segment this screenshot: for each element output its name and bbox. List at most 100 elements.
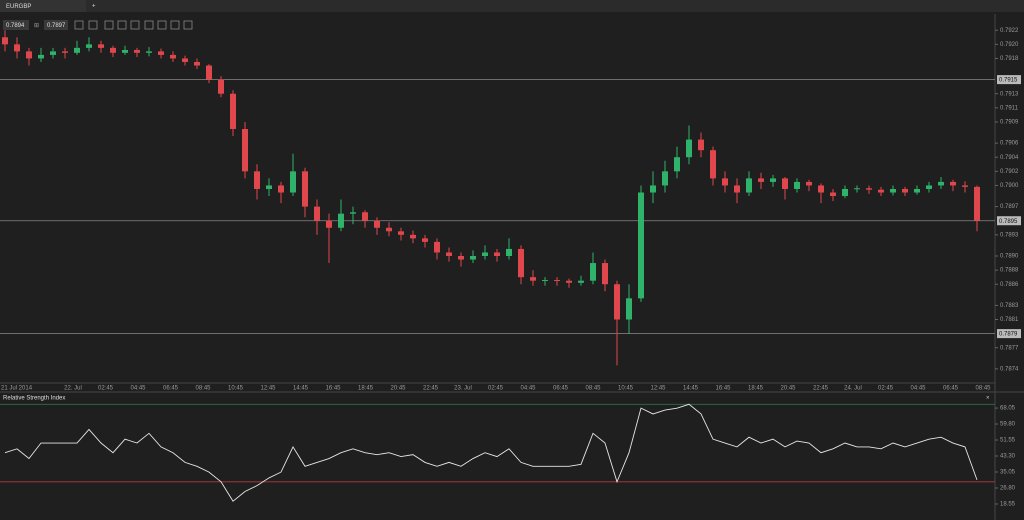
candle-body <box>38 54 44 59</box>
y-tick-label: 0.7897 <box>1000 204 1019 210</box>
x-tick-label: 14:45 <box>683 386 699 392</box>
x-tick-label: 02:45 <box>878 386 894 392</box>
candle-body <box>74 47 80 53</box>
x-tick-label: 22:45 <box>813 386 829 392</box>
x-tick-label: 21 Jul 2014 <box>1 386 33 392</box>
x-tick-label: 23. Jul <box>454 386 472 392</box>
tool-zoom-out[interactable] <box>88 20 98 30</box>
tab-label[interactable]: EURGBP <box>6 4 31 10</box>
candle-body <box>818 185 824 193</box>
y-tick-label: 0.7900 <box>1000 183 1019 189</box>
candle-body <box>710 150 716 179</box>
candle-body <box>590 263 596 281</box>
ask-box[interactable] <box>44 20 68 30</box>
candle-body <box>650 185 656 193</box>
x-tick-label: 06:45 <box>553 386 569 392</box>
tool-trend[interactable] <box>183 20 193 30</box>
candle-body <box>866 188 872 190</box>
x-tick-label: 14:45 <box>293 386 309 392</box>
tool-indicators[interactable] <box>130 20 140 30</box>
level-label: 0.7895 <box>999 219 1018 225</box>
x-tick-label: 16:45 <box>325 386 341 392</box>
candle-body <box>134 49 140 53</box>
tool-type[interactable] <box>117 20 127 30</box>
x-tick-label: 04:45 <box>910 386 926 392</box>
tool-fullscreen[interactable] <box>157 20 167 30</box>
candle-body <box>50 51 56 55</box>
y-tick-label: 51.55 <box>1000 438 1016 444</box>
rsi-line <box>4 403 978 502</box>
candle-body <box>62 51 68 53</box>
candle-body <box>110 47 116 53</box>
candle-body <box>674 157 680 172</box>
candle-body <box>554 279 560 281</box>
close-pane[interactable]: × <box>986 396 990 402</box>
candle-body <box>686 139 692 158</box>
bid-box[interactable] <box>3 20 29 30</box>
y-tick-label: 0.7883 <box>1000 303 1019 309</box>
tab[interactable] <box>0 0 86 12</box>
y-tick-label: 0.7886 <box>1000 282 1019 288</box>
y-tick-label: 0.7918 <box>1000 56 1019 62</box>
y-tick-label: 0.7913 <box>1000 91 1019 97</box>
candle-body <box>854 188 860 190</box>
candle-body <box>938 181 944 186</box>
candle-body <box>782 178 788 189</box>
candle-body <box>434 241 440 253</box>
y-tick-label: 0.7920 <box>1000 42 1019 48</box>
candle-body <box>374 220 380 228</box>
tool-template[interactable] <box>144 20 154 30</box>
candle-body <box>698 139 704 151</box>
x-tick-label: 06:45 <box>943 386 959 392</box>
candle-body <box>398 231 404 235</box>
y-tick-label: 68.05 <box>1000 406 1016 412</box>
candle-body <box>266 185 272 189</box>
candle-body <box>518 248 524 278</box>
y-tick-label: 0.7909 <box>1000 120 1019 126</box>
x-tick-label: 10:45 <box>618 386 634 392</box>
candle-body <box>302 171 308 207</box>
x-tick-label: 08:45 <box>195 386 211 392</box>
candle-body <box>530 277 536 281</box>
candle-body <box>614 284 620 320</box>
tool-period[interactable] <box>104 20 114 30</box>
y-tick-label: 0.7890 <box>1000 254 1019 260</box>
y-tick-label: 0.7893 <box>1000 232 1019 238</box>
x-tick-label: 06:45 <box>163 386 179 392</box>
y-tick-label: 0.7904 <box>1000 155 1019 161</box>
candle-body <box>950 181 956 186</box>
candle-body <box>122 49 128 53</box>
candle-body <box>146 51 152 53</box>
candle-body <box>278 185 284 193</box>
candle-body <box>182 58 188 62</box>
candle-body <box>974 186 980 221</box>
tool-zoom-in[interactable] <box>74 20 84 30</box>
x-tick-label: 04:45 <box>130 386 146 392</box>
candle-body <box>962 185 968 187</box>
y-tick-label: 26.80 <box>1000 486 1016 492</box>
x-tick-label: 22:45 <box>423 386 439 392</box>
x-tick-label: 12:45 <box>260 386 276 392</box>
candle-body <box>566 280 572 283</box>
y-tick-label: 0.7902 <box>1000 169 1019 175</box>
y-tick-label: 43.30 <box>1000 454 1016 460</box>
tool-draw[interactable] <box>170 20 180 30</box>
candle-body <box>230 93 236 130</box>
candle-body <box>878 189 884 193</box>
x-tick-label: 20:45 <box>780 386 796 392</box>
y-tick-label: 0.7881 <box>1000 317 1019 323</box>
add-tab[interactable]: + <box>92 4 96 10</box>
level-label: 0.7879 <box>999 332 1018 338</box>
x-tick-label: 20:45 <box>390 386 406 392</box>
candle-body <box>926 185 932 189</box>
candle-body <box>290 171 296 193</box>
candle-body <box>578 280 584 283</box>
candle-body <box>422 238 428 242</box>
candle-body <box>794 181 800 189</box>
y-tick-label: 0.7877 <box>1000 345 1019 351</box>
candle-body <box>722 178 728 186</box>
candle-body <box>902 188 908 193</box>
y-tick-label: 0.7906 <box>1000 141 1019 147</box>
candle-body <box>326 220 332 228</box>
y-tick-label: 0.7922 <box>1000 28 1019 34</box>
